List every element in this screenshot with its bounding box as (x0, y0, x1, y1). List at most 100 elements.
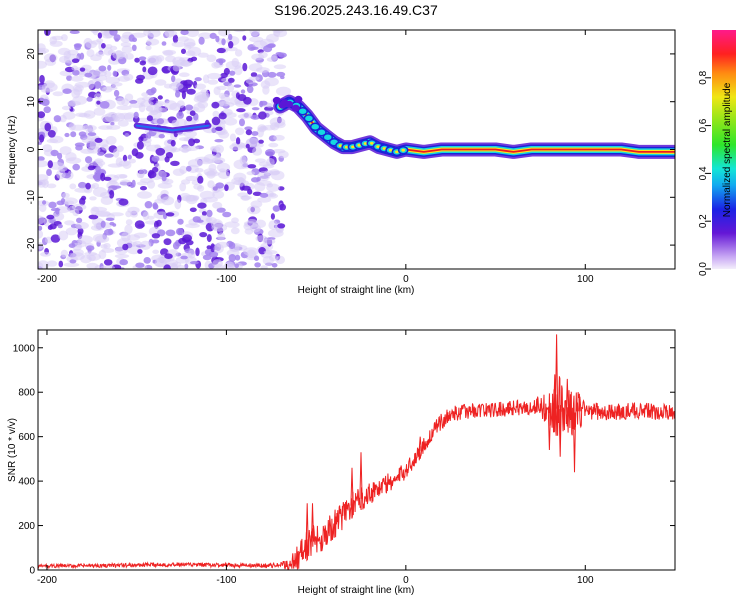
ridge-bead-core (307, 117, 311, 120)
noise-blob (90, 30, 99, 34)
noise-blob (186, 165, 192, 172)
noise-blob (73, 43, 82, 48)
noise-blob (127, 154, 132, 160)
noise-blob (72, 84, 84, 92)
noise-blob (161, 41, 167, 46)
noise-blob (129, 103, 144, 108)
noise-blob (206, 234, 212, 243)
noise-blob (130, 211, 138, 218)
noise-blob (62, 192, 70, 199)
spectrogram-x-ticks: -200 -100 0 100 (37, 30, 594, 285)
noise-blob (218, 30, 231, 37)
noise-blob (185, 50, 196, 57)
noise-blob (151, 155, 160, 162)
noise-blob (120, 34, 132, 43)
noise-blob (72, 163, 80, 171)
noise-blob (239, 118, 245, 127)
noise-blob (194, 77, 202, 82)
noise-blob (68, 122, 76, 131)
noise-blob (235, 254, 241, 261)
snr-frame (37, 329, 676, 571)
noise-blob (132, 240, 142, 247)
noise-blob (59, 114, 67, 123)
noise-blob (156, 118, 165, 125)
noise-blob (120, 41, 132, 48)
noise-blob (195, 83, 207, 90)
noise-blob (62, 88, 72, 94)
ridge-bead-core (344, 145, 349, 149)
noise-blob (154, 144, 161, 149)
noise-blob (113, 89, 120, 97)
noise-blob (50, 149, 59, 157)
noise-blob (57, 224, 63, 229)
noise-blob (60, 198, 66, 204)
noise-blob (78, 235, 93, 245)
noise-blob (137, 191, 152, 199)
noise-blob (63, 262, 80, 268)
noise-blob (38, 159, 49, 168)
noise-blob (176, 111, 184, 120)
noise-blob (147, 30, 161, 38)
noise-blob (131, 44, 137, 51)
noise-blob (94, 93, 102, 100)
noise-blob (243, 96, 252, 105)
noise-blob (172, 168, 185, 176)
noise-blob (177, 36, 189, 42)
noise-blob (151, 233, 161, 239)
noise-blob (270, 55, 278, 61)
snr-spike (572, 412, 577, 473)
snr-spike (547, 409, 551, 451)
noise-blob (119, 179, 132, 187)
noise-blob (123, 73, 134, 81)
x-tick-label: 0 (403, 274, 409, 285)
noise-blob (216, 241, 229, 248)
noise-blob (140, 186, 147, 191)
ridge-bead-core (332, 140, 336, 144)
noise-blob (235, 137, 241, 145)
noise-blob (207, 79, 219, 85)
noise-blob (38, 156, 45, 162)
noise-blob (156, 219, 162, 227)
noise-blob (171, 147, 181, 153)
noise-blob (91, 206, 108, 213)
noise-blob (128, 34, 135, 42)
noise-blob (85, 182, 91, 190)
noise-blob (225, 60, 242, 70)
noise-blob (136, 141, 144, 150)
noise-blob (221, 38, 226, 46)
noise-blob (271, 263, 278, 268)
noise-blob (39, 74, 45, 84)
noise-blob (172, 34, 179, 44)
noise-blob (186, 115, 193, 122)
colorbar-gradient (712, 30, 736, 269)
ridge-bead-core (370, 141, 374, 145)
noise-blob (55, 207, 60, 215)
noise-blob (135, 152, 144, 159)
noise-blob (182, 234, 193, 242)
noise-blob (246, 171, 256, 176)
noise-blob (260, 125, 267, 130)
noise-blob (142, 211, 150, 221)
noise-blob (228, 33, 233, 41)
noise-blob (111, 185, 122, 189)
noise-blob (100, 192, 111, 199)
snr-x-axis-label: Height of straight line (km) (298, 585, 415, 596)
x-tick-label: -200 (37, 575, 57, 586)
noise-blob (81, 137, 94, 144)
noise-blob (38, 229, 44, 239)
noise-blob (125, 219, 133, 226)
noise-blob (255, 235, 268, 242)
noise-blob (202, 254, 212, 261)
noise-blob (46, 214, 55, 220)
noise-blob (165, 152, 173, 159)
noise-blob (47, 130, 56, 138)
noise-blob (272, 30, 284, 34)
noise-blob (65, 157, 82, 164)
noise-blob (241, 185, 251, 191)
noise-blob (258, 111, 267, 120)
noise-blob (209, 32, 217, 40)
noise-blob (230, 227, 240, 235)
noise-blob (44, 122, 52, 132)
noise-blob (138, 136, 144, 142)
noise-blob (80, 148, 95, 154)
